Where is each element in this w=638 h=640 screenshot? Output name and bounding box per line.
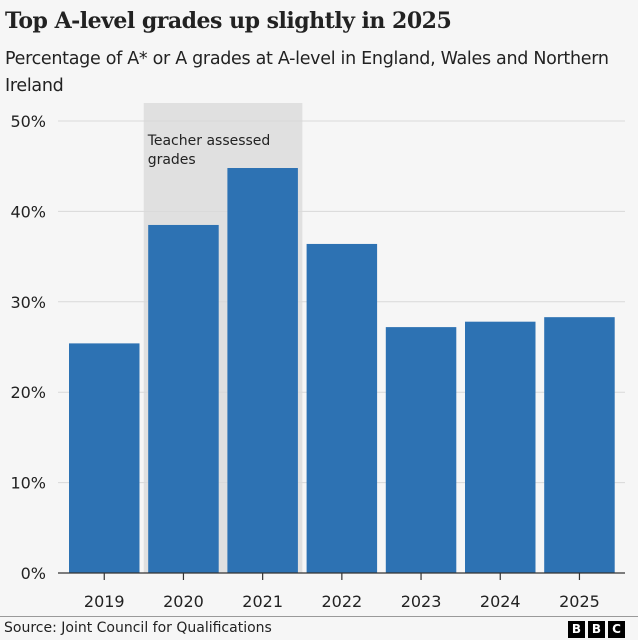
x-tick-label: 2019: [84, 592, 125, 611]
bars: [69, 168, 615, 573]
x-tick-label: 2023: [401, 592, 442, 611]
bar: [544, 317, 615, 573]
y-tick-label: 50%: [10, 112, 46, 131]
y-tick-label: 30%: [10, 293, 46, 312]
logo-letter: B: [588, 621, 605, 638]
x-axis: 2019 2020 2021 2022 2023 2024 2025: [58, 572, 625, 611]
y-tick-label: 0%: [21, 564, 46, 583]
x-tick-label: 2021: [242, 592, 283, 611]
x-tick-label: 2024: [480, 592, 521, 611]
chart-title: Top A-level grades up slightly in 2025: [5, 8, 452, 34]
y-axis-labels: 0% 10% 20% 30% 40% 50%: [10, 112, 46, 583]
y-tick-label: 10%: [10, 474, 46, 493]
bbc-logo: B B C: [568, 621, 625, 638]
annotation-label: Teacher assessed: [147, 133, 271, 149]
x-tick-label: 2025: [559, 592, 600, 611]
x-tick-label: 2022: [321, 592, 362, 611]
x-tick-label: 2020: [163, 592, 204, 611]
bar: [385, 327, 457, 573]
bar: [465, 321, 536, 573]
bar: [227, 168, 298, 573]
chart-subtitle: Percentage of A* or A grades at A-level …: [5, 49, 609, 96]
logo-letter: B: [568, 621, 585, 638]
y-tick-label: 20%: [10, 383, 46, 402]
y-tick-label: 40%: [10, 202, 46, 221]
footer-divider: [0, 616, 638, 617]
logo-letter: C: [608, 621, 625, 638]
source-text: Source: Joint Council for Qualifications: [4, 620, 272, 636]
annotation-label: grades: [148, 152, 196, 168]
bar: [148, 224, 219, 573]
bar: [69, 343, 140, 573]
bar: [306, 243, 378, 573]
